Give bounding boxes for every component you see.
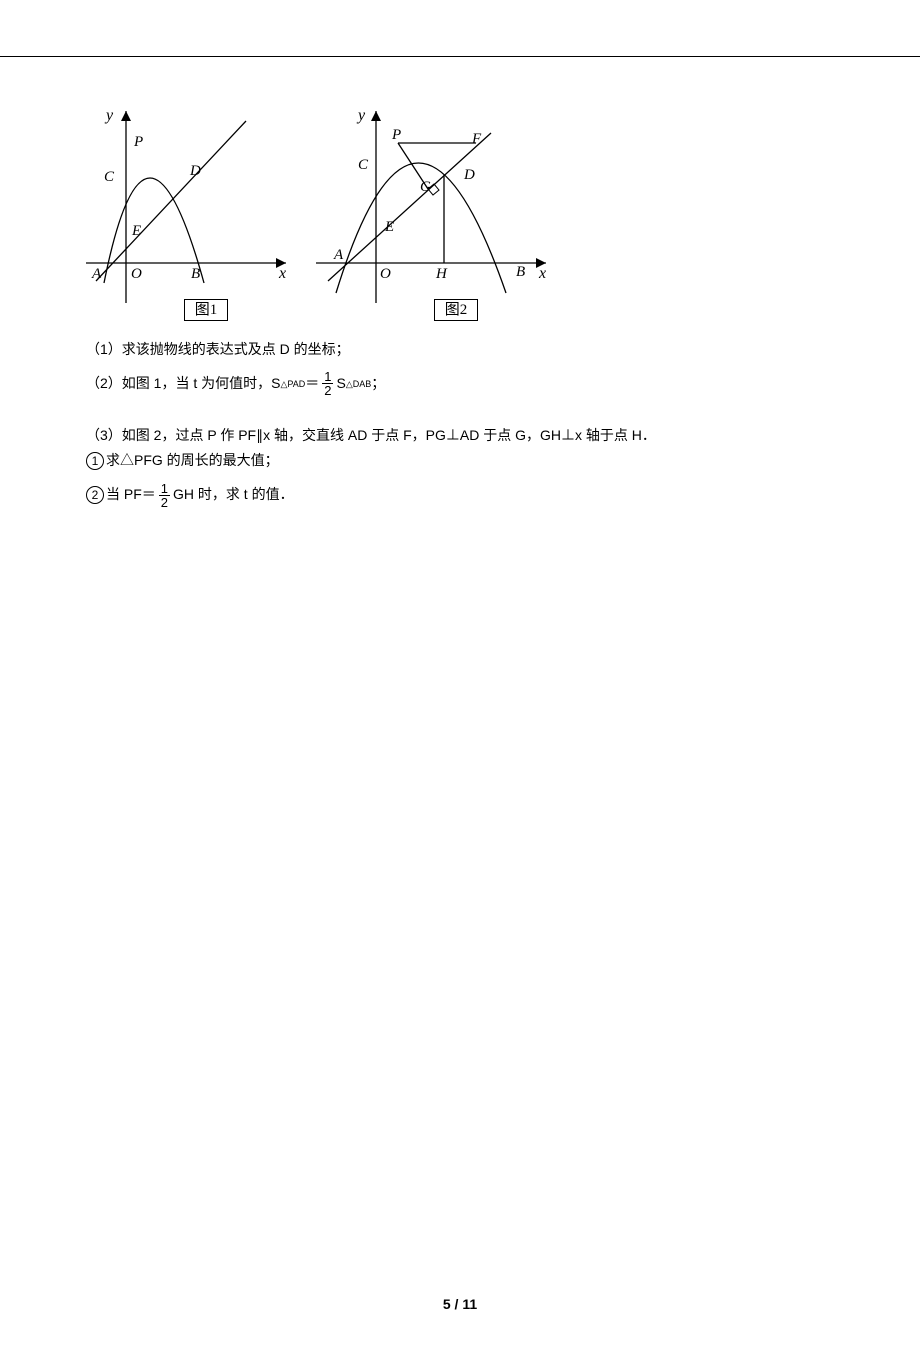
- fig2-D: D: [463, 167, 475, 183]
- fig2-A: A: [333, 247, 344, 263]
- fig2-P: P: [391, 127, 401, 143]
- question-2: （2）如图 1，当 t 为何值时，S △PAD ＝ 1 2 S △DAB ；: [86, 370, 834, 397]
- q2-post: S: [336, 371, 345, 396]
- page-sep: /: [451, 1296, 463, 1312]
- circled-2-icon: 2: [86, 486, 104, 504]
- q2-eq: ＝: [305, 371, 319, 396]
- fig2-E: E: [384, 219, 394, 235]
- q2-frac-den: 2: [322, 383, 333, 397]
- q3-sub2-post: GH 时，求 t 的值．: [173, 482, 294, 507]
- question-3-sub2: 2 当 PF＝ 1 2 GH 时，求 t 的值．: [86, 482, 834, 509]
- page-footer: 5 / 11: [0, 1296, 920, 1312]
- fig1-P: P: [133, 134, 143, 150]
- fig1-C: C: [104, 169, 115, 185]
- fig2-B: B: [516, 264, 525, 280]
- question-1: （1）求该抛物线的表达式及点 D 的坐标；: [86, 337, 834, 362]
- figure-1-svg: y x A O B C P D E: [86, 103, 296, 313]
- fig2-F: F: [471, 131, 482, 147]
- q3-sub2-fraction: 1 2: [159, 482, 170, 509]
- fig2-x-label: x: [538, 265, 546, 282]
- figure-2: y x A O B C P D E F G H 图2: [316, 103, 556, 321]
- fig1-D: D: [189, 163, 201, 179]
- q2-frac-num: 1: [322, 370, 333, 383]
- q2-sub2: △DAB: [346, 376, 371, 392]
- q3-sub2-pre: 当 PF＝: [106, 482, 156, 507]
- fig1-A: A: [91, 266, 102, 282]
- fig2-H: H: [435, 266, 448, 282]
- circled-1-icon: 1: [86, 452, 104, 470]
- fig2-y-label: y: [356, 107, 366, 124]
- fig1-label: 图1: [184, 299, 229, 321]
- fig2-G: G: [420, 179, 431, 195]
- figures-row: y x A O B C P D E 图1: [86, 103, 834, 321]
- q3-sub2-frac-num: 1: [159, 482, 170, 495]
- fig1-O: O: [131, 266, 142, 282]
- fig2-label: 图2: [434, 299, 479, 321]
- fig1-x-label: x: [278, 265, 286, 282]
- figure-2-svg: y x A O B C P D E F G H: [316, 103, 556, 313]
- fig1-E: E: [131, 223, 141, 239]
- figure-1: y x A O B C P D E 图1: [86, 103, 296, 321]
- fig2-O: O: [380, 266, 391, 282]
- fig1-B: B: [191, 266, 200, 282]
- q2-pre: （2）如图 1，当 t 为何值时，S: [86, 371, 280, 396]
- fig2-C: C: [358, 157, 369, 173]
- q2-end: ；: [371, 371, 385, 396]
- page-number: 5: [443, 1296, 451, 1312]
- page-total: 11: [462, 1296, 477, 1312]
- q3-sub1-text: 求△PFG 的周长的最大值；: [106, 452, 279, 468]
- q3-sub2-frac-den: 2: [159, 495, 170, 509]
- question-3-sub1: 1求△PFG 的周长的最大值；: [86, 448, 834, 473]
- q2-fraction: 1 2: [322, 370, 333, 397]
- fig1-y-label: y: [104, 107, 114, 124]
- question-3-line1: （3）如图 2，过点 P 作 PF∥x 轴，交直线 AD 于点 F，PG⊥AD …: [86, 423, 834, 448]
- q2-sub1: △PAD: [280, 376, 305, 392]
